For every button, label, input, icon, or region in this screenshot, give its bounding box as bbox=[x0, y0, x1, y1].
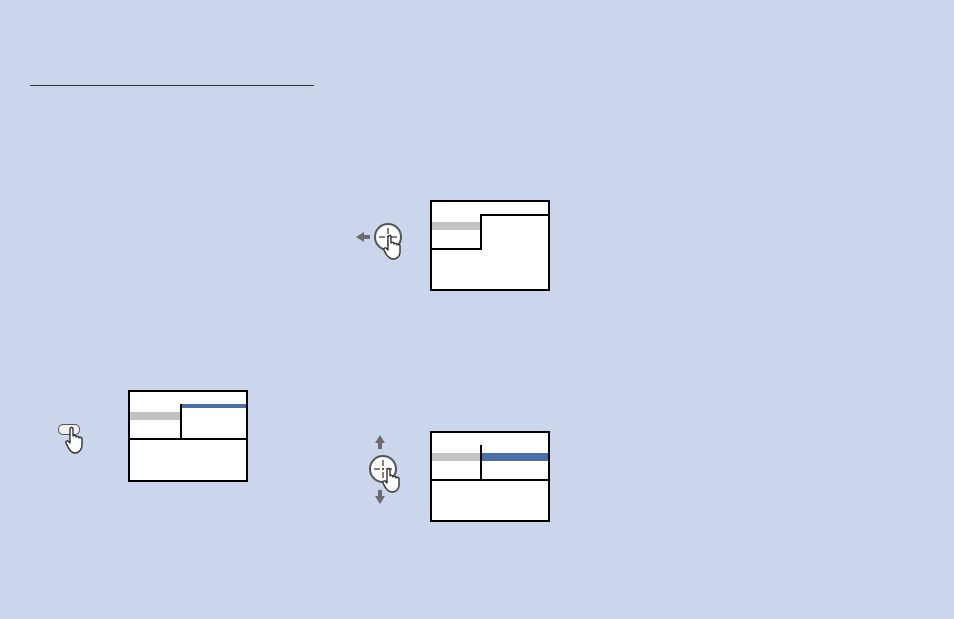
list-row bbox=[432, 222, 480, 230]
list-row bbox=[130, 412, 180, 420]
diagram-canvas bbox=[0, 0, 954, 619]
right-pane bbox=[180, 404, 248, 440]
arrow-up-icon bbox=[375, 435, 385, 449]
left-pane bbox=[430, 214, 482, 250]
divider-line bbox=[30, 85, 314, 86]
left-pane bbox=[128, 404, 182, 440]
hand-pointer-icon bbox=[381, 234, 405, 260]
window-bottom bbox=[430, 431, 550, 522]
window-left bbox=[128, 390, 248, 482]
window-top bbox=[430, 200, 550, 291]
right-pane bbox=[480, 445, 550, 481]
highlighted-row bbox=[482, 453, 548, 461]
left-pane bbox=[430, 445, 482, 481]
hand-pointer-icon bbox=[380, 467, 404, 493]
arrow-left-icon bbox=[356, 232, 370, 242]
list-row bbox=[432, 453, 480, 461]
highlighted-row bbox=[182, 404, 246, 408]
hand-pointer-icon bbox=[63, 426, 87, 454]
